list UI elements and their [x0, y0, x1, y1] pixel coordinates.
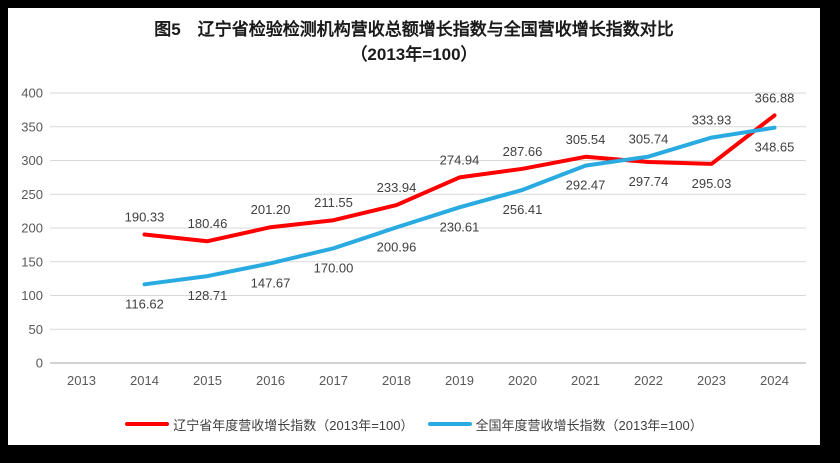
svg-text:2014: 2014: [130, 373, 159, 388]
svg-text:201.20: 201.20: [251, 202, 291, 217]
chart-page: 图5 辽宁省检验检测机构营收总额增长指数与全国营收增长指数对比 （2013年=1…: [8, 8, 820, 445]
svg-text:300: 300: [21, 153, 43, 168]
svg-text:2017: 2017: [319, 373, 348, 388]
legend-item-liaoning: 辽宁省年度营收增长指数（2013年=100）: [125, 415, 414, 434]
svg-text:2016: 2016: [256, 373, 285, 388]
legend-label-liaoning: 辽宁省年度营收增长指数（2013年=100）: [173, 417, 414, 433]
svg-text:211.55: 211.55: [314, 195, 353, 210]
series-line-national: [142, 125, 777, 287]
chart-header: 图5 辽宁省检验检测机构营收总额增长指数与全国营收增长指数对比 （2013年=1…: [8, 8, 820, 67]
svg-text:128.71: 128.71: [188, 288, 228, 303]
data-labels-liaoning: 190.33 180.46 201.20 211.55 233.94 274.94 287.…: [125, 90, 795, 231]
svg-text:2020: 2020: [508, 373, 537, 388]
svg-text:2018: 2018: [382, 373, 411, 388]
svg-text:2021: 2021: [571, 373, 600, 388]
svg-text:292.47: 292.47: [566, 178, 606, 193]
chart-title: 图5 辽宁省检验检测机构营收总额增长指数与全国营收增长指数对比: [154, 20, 674, 39]
svg-text:333.93: 333.93: [692, 113, 732, 128]
svg-text:350: 350: [21, 119, 43, 134]
svg-text:2024: 2024: [760, 373, 789, 388]
svg-text:230.61: 230.61: [440, 219, 480, 234]
y-axis-labels: 0 50 100 150 200 250 300 350 400: [21, 86, 43, 371]
svg-text:233.94: 233.94: [377, 180, 417, 195]
legend: 辽宁省年度营收增长指数（2013年=100） 全国年度营收增长指数（2013年=…: [8, 412, 820, 436]
legend-swatch-national: [427, 422, 472, 426]
svg-text:274.94: 274.94: [440, 152, 480, 167]
svg-text:2013: 2013: [67, 373, 96, 388]
gridlines: [50, 92, 806, 364]
svg-text:2022: 2022: [634, 373, 663, 388]
svg-text:400: 400: [21, 86, 43, 101]
svg-text:348.65: 348.65: [755, 140, 795, 155]
chart-subtitle: （2013年=100）: [350, 45, 478, 64]
svg-text:297.74: 297.74: [629, 174, 669, 189]
svg-text:256.41: 256.41: [503, 202, 543, 217]
svg-text:0: 0: [36, 356, 43, 371]
svg-text:180.46: 180.46: [188, 216, 228, 231]
legend-label-national: 全国年度营收增长指数（2013年=100）: [475, 417, 703, 433]
svg-text:287.66: 287.66: [503, 144, 543, 159]
svg-text:295.03: 295.03: [692, 176, 732, 191]
svg-text:100: 100: [21, 288, 43, 303]
svg-text:200: 200: [21, 221, 43, 236]
svg-text:150: 150: [21, 254, 43, 269]
svg-text:2023: 2023: [697, 373, 726, 388]
svg-text:305.74: 305.74: [629, 132, 669, 147]
svg-text:305.54: 305.54: [566, 132, 606, 147]
legend-swatch-liaoning: [125, 422, 170, 426]
svg-text:170.00: 170.00: [314, 260, 354, 275]
svg-text:50: 50: [29, 322, 43, 337]
series-line-liaoning: [142, 113, 777, 244]
svg-text:116.62: 116.62: [125, 296, 164, 311]
svg-text:147.67: 147.67: [251, 275, 291, 290]
svg-text:250: 250: [21, 187, 43, 202]
svg-text:190.33: 190.33: [125, 210, 165, 225]
svg-text:200.96: 200.96: [377, 239, 417, 254]
svg-text:366.88: 366.88: [755, 90, 795, 105]
line-chart-canvas: 0 50 100 150 200 250 300 350 400 2013 2014 2015 2016…: [21, 86, 806, 388]
legend-item-national: 全国年度营收增长指数（2013年=100）: [427, 415, 703, 434]
x-axis-labels: 2013 2014 2015 2016 2017 2018 2019 2020 2021 2022…: [67, 373, 789, 388]
data-labels-national: 116.62 128.71 147.67 170.00 200.96 230.61 256.…: [125, 113, 794, 312]
svg-text:2015: 2015: [193, 373, 222, 388]
svg-text:2019: 2019: [445, 373, 474, 388]
